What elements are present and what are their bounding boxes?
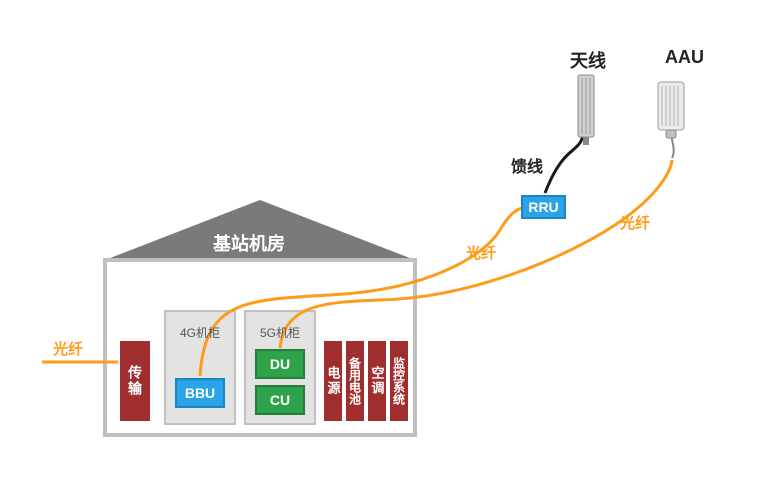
- label-antenna: 天线: [570, 47, 606, 73]
- box-transport: 传输: [120, 341, 150, 421]
- cabinet-4g-label: 4G机柜: [180, 324, 220, 341]
- house-label: 基站机房: [213, 230, 285, 256]
- aau-icon: [658, 82, 684, 158]
- fiber-label-right: 光纤: [620, 212, 650, 233]
- fiber-label-mid: 光纤: [466, 242, 496, 263]
- box-battery: 备用电池: [346, 341, 364, 421]
- box-bbu: BBU: [175, 378, 225, 408]
- diagram-canvas: [0, 0, 762, 500]
- box-rru: RRU: [521, 195, 566, 219]
- box-cu: CU: [255, 385, 305, 415]
- box-du: DU: [255, 349, 305, 379]
- box-hvac: 空调: [368, 341, 386, 421]
- label-feeder: 馈线: [511, 153, 543, 177]
- cabinet-5g-label: 5G机柜: [260, 324, 300, 341]
- feeder-cable: [545, 132, 583, 193]
- fiber-label-left: 光纤: [53, 338, 83, 359]
- box-monitor: 监控系统: [390, 341, 408, 421]
- antenna-icon: [578, 75, 594, 145]
- label-aau: AAU: [665, 47, 704, 68]
- box-power: 电源: [324, 341, 342, 421]
